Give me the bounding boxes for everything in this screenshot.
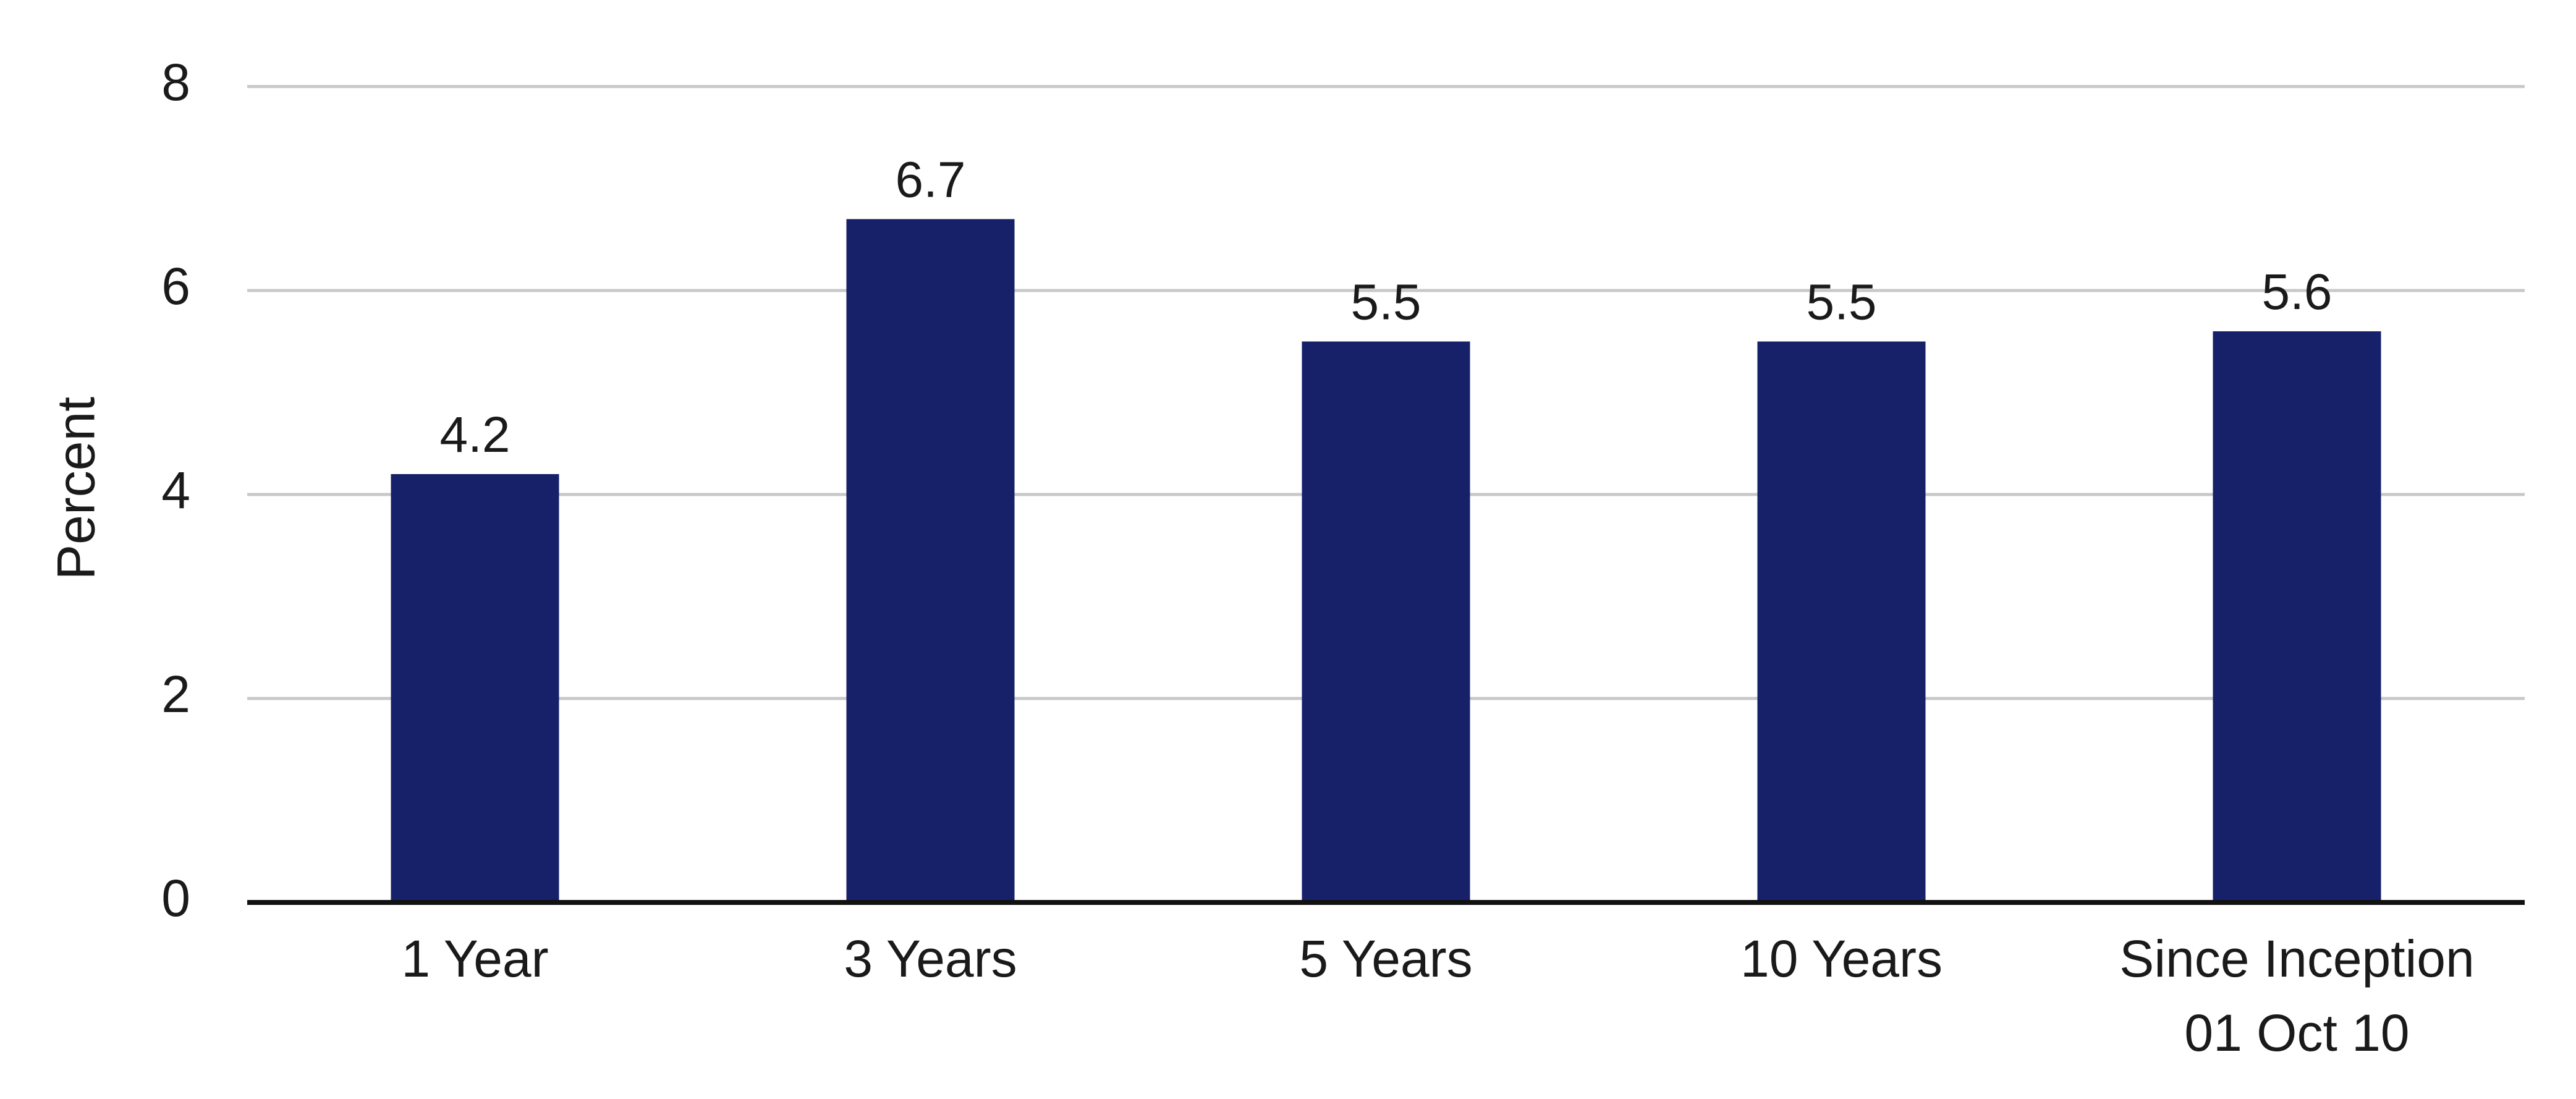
x-category-label: 5 Years (1299, 930, 1472, 988)
bar (2213, 331, 2381, 902)
bar-data-label: 6.7 (896, 152, 966, 208)
y-tick-label: 0 (161, 869, 190, 927)
data-labels: 4.2 6.7 5.5 5.5 5.6 (440, 152, 2332, 464)
y-tick-label: 8 (161, 53, 190, 111)
y-axis-ticks: 0 2 4 6 8 (161, 53, 190, 927)
x-category-label: 10 Years (1740, 930, 1943, 988)
bar (846, 219, 1015, 902)
y-axis-title: Percent (47, 397, 106, 580)
x-category-label: Since Inception (2119, 930, 2474, 988)
x-category-label: 3 Years (844, 930, 1017, 988)
x-category-label: 01 Oct 10 (2184, 1004, 2409, 1062)
bar-data-label: 5.6 (2262, 264, 2332, 320)
bar (391, 474, 559, 902)
y-tick-label: 4 (161, 461, 190, 519)
bar (1757, 341, 1926, 902)
bar-data-label: 5.5 (1807, 274, 1877, 331)
x-axis-categories: 1 Year 3 Years 5 Years 10 Years Since Incept… (401, 930, 2474, 1062)
x-category-label: 1 Year (401, 930, 548, 988)
bar-data-label: 5.5 (1351, 274, 1421, 331)
y-tick-label: 2 (161, 665, 190, 723)
bar (1302, 341, 1470, 902)
bars (391, 219, 2381, 902)
y-tick-label: 6 (161, 257, 190, 315)
bar-data-label: 4.2 (440, 407, 511, 463)
